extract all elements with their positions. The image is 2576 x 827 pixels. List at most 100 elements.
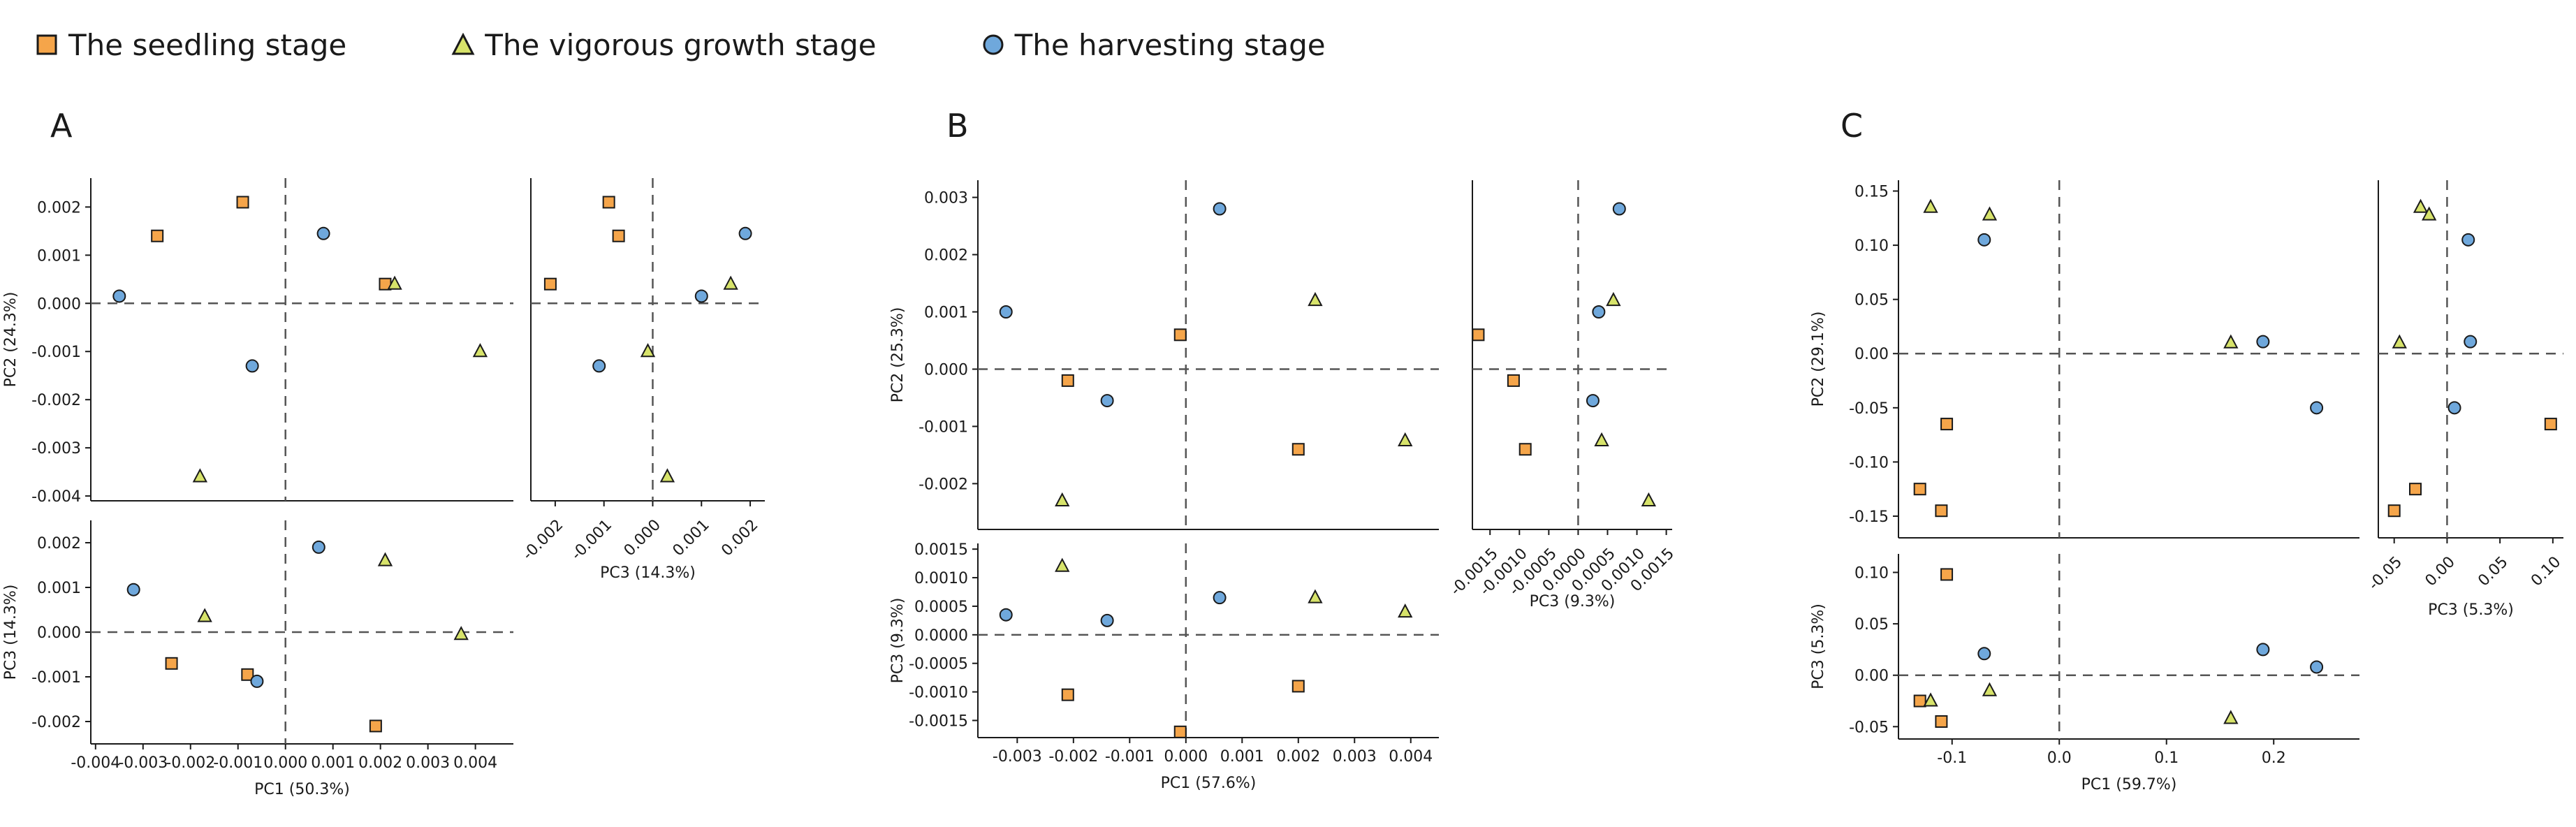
y-tick-label: 0.000 xyxy=(37,624,81,642)
legend: The seedling stage The vigorous growth s… xyxy=(35,24,1326,66)
point-harvest xyxy=(126,583,140,597)
point-harvest xyxy=(1612,202,1626,216)
point-harvest xyxy=(2464,335,2478,349)
y-axis-label: PC2 (29.1%) xyxy=(1810,312,1827,407)
x-tick-label: 0.001 xyxy=(311,754,355,772)
y-tick-label: -0.001 xyxy=(31,669,81,687)
subplot-b-3: 0.003 0.002 0.001 0.000 -0.001 -0.002 PC2 (25.… xyxy=(889,180,1439,530)
point-seedling xyxy=(543,277,557,291)
x-tick-label: 0.001 xyxy=(670,516,713,559)
point-vigorous xyxy=(1923,198,1938,213)
point-harvest xyxy=(1586,394,1600,408)
point-vigorous xyxy=(1982,206,1998,221)
point-harvest xyxy=(316,226,330,240)
subplot-c-7: -0.05 0.00 0.05 0.10 PC3 (5.3%) xyxy=(2365,180,2564,619)
point-harvest xyxy=(2256,643,2270,657)
point-harvest xyxy=(245,359,259,373)
point-vigorous xyxy=(2223,334,2239,349)
point-vigorous xyxy=(192,468,208,483)
legend-label-seedling: The seedling stage xyxy=(68,27,347,62)
y-tick-label: 0.0015 xyxy=(914,541,968,559)
x-tick-label: -0.004 xyxy=(71,754,120,772)
y-tick-label: -0.05 xyxy=(1849,719,1889,736)
y-tick-label: -0.002 xyxy=(31,392,81,409)
y-tick-label: -0.003 xyxy=(31,440,81,458)
x-tick-label: 0.000 xyxy=(621,516,664,559)
point-vigorous xyxy=(1982,682,1998,696)
x-tick-label: 0.002 xyxy=(358,754,402,772)
x-tick-label: -0.003 xyxy=(118,754,168,772)
point-seedling xyxy=(602,196,615,209)
point-vigorous xyxy=(2223,710,2239,724)
point-seedling xyxy=(1507,374,1520,387)
point-seedling xyxy=(1913,694,1926,708)
x-tick-label: 0.00 xyxy=(2422,553,2459,590)
point-vigorous xyxy=(1606,291,1621,307)
point-seedling xyxy=(369,719,382,733)
y-tick-label: -0.0010 xyxy=(909,685,968,702)
point-vigorous xyxy=(640,343,656,358)
circle-marker-icon xyxy=(983,34,1004,55)
legend-label-harvest: The harvesting stage xyxy=(1014,27,1326,62)
point-harvest xyxy=(2310,660,2324,674)
x-tick-label: 0.004 xyxy=(1389,748,1433,766)
point-seedling xyxy=(1935,504,1948,518)
x-tick-label: 0.003 xyxy=(1333,748,1377,766)
point-vigorous xyxy=(1308,589,1323,603)
x-tick-label: 0.000 xyxy=(1164,748,1208,766)
x-axis-label: PC1 (50.3%) xyxy=(254,781,350,798)
point-seedling xyxy=(2544,418,2557,431)
point-harvest xyxy=(1213,591,1227,605)
subplots: 0.0020.0010.000-0.001-0.002-0.003-0.004P… xyxy=(2,178,2564,798)
x-axis-label: PC1 (57.6%) xyxy=(1161,775,1257,792)
triangle-marker-icon xyxy=(451,33,475,55)
y-tick-label: 0.0005 xyxy=(914,599,968,616)
point-harvest xyxy=(1100,394,1114,408)
point-seedling xyxy=(1173,725,1187,738)
y-tick-label: 0.15 xyxy=(1854,184,1889,201)
point-seedling xyxy=(1061,688,1074,701)
y-tick-label: -0.05 xyxy=(1849,400,1889,418)
x-axis-label: PC3 (5.3%) xyxy=(2428,601,2514,619)
y-tick-label: -0.002 xyxy=(919,476,968,493)
point-seedling xyxy=(2409,483,2422,496)
point-harvest xyxy=(694,289,708,303)
point-vigorous xyxy=(1923,692,1938,707)
y-tick-label: -0.001 xyxy=(919,418,968,436)
point-vigorous xyxy=(1641,492,1657,507)
point-harvest xyxy=(2447,401,2461,415)
point-vigorous xyxy=(387,275,402,290)
x-tick-label: -0.001 xyxy=(1105,748,1155,766)
point-seedling xyxy=(612,229,625,242)
point-harvest xyxy=(2310,401,2324,415)
x-tick-label: -0.002 xyxy=(1048,748,1098,766)
subplot-c-6: 0.15 0.10 0.05 0.00 -0.05 -0.10 -0.15 PC2 (29.1… xyxy=(1810,180,2359,539)
x-tick-label: 0.000 xyxy=(263,754,307,772)
panel-label-b: B xyxy=(946,107,969,145)
point-harvest xyxy=(1100,613,1114,627)
legend-entry-harvest: The harvesting stage xyxy=(981,28,1326,62)
point-harvest xyxy=(999,305,1013,319)
y-tick-label: -0.002 xyxy=(31,714,81,731)
panel-label-c: C xyxy=(1840,107,1863,145)
point-vigorous xyxy=(1308,291,1323,307)
point-vigorous xyxy=(1055,557,1070,572)
point-vigorous xyxy=(1594,432,1609,446)
point-seedling xyxy=(241,668,254,681)
x-tick-label: 0.002 xyxy=(1276,748,1320,766)
y-tick-label: 0.002 xyxy=(37,199,81,217)
subplot-b-5: 0.0015 0.0010 0.0005 0.0000 -0.0005 -0.0010 -0… xyxy=(889,541,1439,792)
point-vigorous xyxy=(2413,198,2429,213)
point-vigorous xyxy=(377,552,393,566)
point-vigorous xyxy=(197,608,212,622)
point-seedling xyxy=(236,196,249,209)
point-seedling xyxy=(1472,328,1485,342)
x-axis-label: PC1 (59.7%) xyxy=(2081,776,2177,793)
point-harvest xyxy=(2256,335,2270,349)
y-tick-label: 0.003 xyxy=(924,190,968,207)
x-tick-label: -0.001 xyxy=(213,754,263,772)
legend-entry-seedling: The seedling stage xyxy=(35,28,346,62)
x-tick-label: -0.002 xyxy=(520,516,567,564)
y-tick-label: 0.05 xyxy=(1854,292,1889,309)
y-tick-label: 0.001 xyxy=(37,247,81,265)
